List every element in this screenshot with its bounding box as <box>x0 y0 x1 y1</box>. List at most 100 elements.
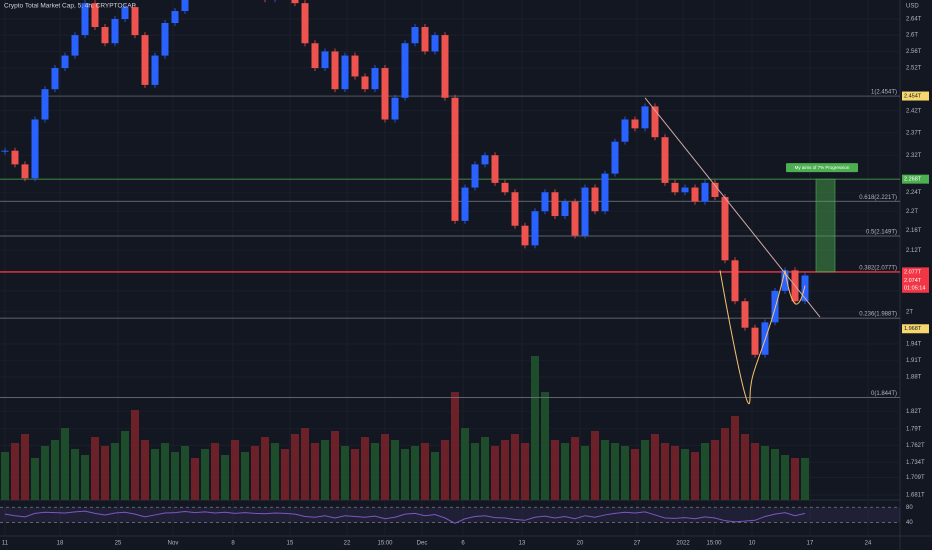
volume-bar <box>221 455 229 500</box>
candle <box>631 119 639 129</box>
candle <box>541 192 549 212</box>
volume-bar <box>551 440 559 500</box>
volume-bar <box>651 434 659 500</box>
price-badge <box>902 267 929 277</box>
candle <box>41 89 49 120</box>
y-tick-label: 1.82T <box>906 409 922 415</box>
volume-bar <box>751 443 759 500</box>
candle <box>51 68 59 90</box>
volume-bar <box>601 440 609 500</box>
y-tick-label: 2.6T <box>906 33 918 39</box>
candle <box>741 301 749 328</box>
price-badge-label: 1.968T <box>904 326 922 332</box>
volume-bar <box>781 455 789 500</box>
y-tick-label: 1.79T <box>906 426 922 432</box>
candle <box>611 141 619 174</box>
candle <box>681 187 689 193</box>
candle <box>511 192 519 226</box>
volume-bar <box>581 446 589 500</box>
x-tick-label: 17 <box>807 541 814 547</box>
candle <box>521 225 529 246</box>
x-tick-label: 2022 <box>676 541 690 547</box>
volume-bar <box>291 434 299 500</box>
cup-curve <box>719 270 786 405</box>
candle <box>421 27 429 52</box>
price-badge-label: 01:05:14 <box>904 286 925 292</box>
volume-bar <box>301 428 309 500</box>
volume-bar <box>561 443 569 500</box>
x-tick-label: Dec <box>417 541 428 547</box>
candle <box>321 51 329 69</box>
candle <box>361 76 369 90</box>
volume-bar <box>391 440 399 500</box>
y-tick-label: 1.709T <box>906 475 925 481</box>
candle <box>381 68 389 120</box>
candle <box>401 43 409 98</box>
price-badge <box>902 324 929 334</box>
volume-bar <box>671 446 679 500</box>
volume-bar <box>691 452 699 500</box>
candle <box>71 35 79 56</box>
fib-label: 0.5(2.149T) <box>866 230 897 236</box>
candle <box>111 18 119 44</box>
candle <box>461 187 469 221</box>
volume-bar <box>351 449 359 500</box>
volume-bar <box>791 458 799 500</box>
volume-bar <box>191 458 199 500</box>
candle <box>721 196 729 261</box>
candle <box>181 0 189 12</box>
volume-bar <box>461 428 469 500</box>
volume-bar <box>111 443 119 500</box>
candle <box>11 150 19 165</box>
x-tick-label: 15:00 <box>377 541 393 547</box>
volume-bar <box>381 434 389 500</box>
volume-bar <box>531 356 539 500</box>
volume-bar <box>621 446 629 500</box>
rsi-tick-label: 40 <box>906 520 913 526</box>
y-tick-label: 1.88T <box>906 375 922 381</box>
volume-bar <box>101 446 109 500</box>
x-tick-label: 10 <box>749 541 756 547</box>
fib-label: 0.382(2.077T) <box>859 265 897 271</box>
volume-bar <box>631 449 639 500</box>
volume-bar <box>81 455 89 500</box>
volume-bar <box>801 458 809 500</box>
price-badge <box>902 276 929 286</box>
volume-bar <box>251 446 259 500</box>
y-tick-label: 2.16T <box>906 228 922 234</box>
volume-bar <box>281 449 289 500</box>
fib-label: 0.618(2.221T) <box>859 195 897 201</box>
volume-bar <box>231 440 239 500</box>
volume-bar <box>1 452 9 500</box>
volume-bar <box>211 443 219 500</box>
x-tick-label: Nov <box>168 541 179 547</box>
volume-bar <box>771 449 779 500</box>
y-tick-label: 2.2T <box>906 209 918 215</box>
y-tick-label: 2.37T <box>906 130 922 136</box>
volume-bar <box>31 458 39 500</box>
candle <box>621 119 629 142</box>
x-tick-label: 15:00 <box>706 541 722 547</box>
volume-bar <box>721 428 729 500</box>
candle <box>651 106 659 138</box>
y-tick-label: 2.64T <box>906 17 922 23</box>
candle <box>351 55 359 77</box>
candle <box>331 51 339 90</box>
volume-bar <box>421 443 429 500</box>
volume-bar <box>591 431 599 500</box>
volume-bar <box>131 410 139 500</box>
y-tick-label: 1.734T <box>906 460 925 466</box>
target-box <box>815 178 836 273</box>
fib-label: 0(1.844T) <box>871 391 897 397</box>
candle <box>131 7 139 36</box>
y-tick-label: 2.12T <box>906 248 922 254</box>
volume-bar <box>321 440 329 500</box>
candle <box>601 173 609 212</box>
candle <box>581 187 589 236</box>
volume-bar <box>141 440 149 500</box>
x-tick-label: 11 <box>2 541 9 547</box>
candle <box>21 164 29 179</box>
volume-bar <box>571 437 579 500</box>
candle <box>671 182 679 193</box>
volume-bar <box>541 392 549 500</box>
